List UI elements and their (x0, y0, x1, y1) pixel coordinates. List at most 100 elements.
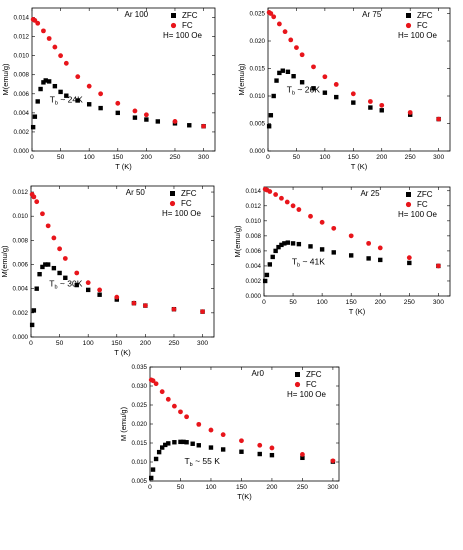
y-tick-label: 0.004 (14, 110, 30, 117)
panel-ar50: 0 50 100 150 200 250 300 0.000 0.002 0.004 0.006 0.… (0, 185, 215, 357)
fc-point (132, 108, 138, 114)
zfc-point (40, 264, 45, 270)
fc-point (143, 112, 149, 118)
zfc-point (407, 260, 412, 266)
legend-zfc-label: ZFC (306, 370, 322, 379)
fc-point (40, 211, 45, 217)
y-tick-label: 0.008 (246, 233, 262, 240)
legend-fc-label: FC (417, 200, 428, 209)
fc-point (52, 44, 58, 50)
fc-point (115, 100, 121, 106)
x-tick-label: 0 (30, 154, 34, 161)
fc-point (184, 414, 189, 420)
fc-point (268, 11, 274, 16)
x-tick-label: 300 (197, 340, 208, 347)
fc-point (407, 110, 413, 115)
series-zfc (266, 68, 441, 129)
zfc-point (64, 93, 69, 98)
y-tick-label: 0.010 (246, 218, 262, 225)
fc-point (319, 219, 325, 225)
zfc-point (273, 248, 278, 254)
fc-point (379, 102, 385, 108)
fc-point (271, 14, 277, 20)
x-axis-label: T (K) (115, 162, 132, 171)
y-tick-label: 0.006 (13, 262, 29, 269)
zfc-point (296, 241, 302, 247)
fc-point (62, 256, 68, 261)
fc-point (159, 389, 165, 395)
fc-point (367, 99, 373, 104)
legend-zfc-label: ZFC (181, 189, 197, 198)
zfc-point (285, 69, 291, 74)
x-tick-label: 300 (198, 154, 209, 161)
x-tick-label: 0 (262, 299, 266, 306)
zfc-point (262, 278, 268, 284)
x-tick-label: 250 (405, 154, 416, 161)
y-tick-label: 0.000 (14, 148, 30, 155)
legend-zfc-label: ZFC (417, 11, 433, 20)
fc-point (114, 294, 120, 300)
zfc-point (351, 100, 356, 105)
y-tick-label: 0.010 (132, 459, 148, 466)
x-axis-label: T (K) (114, 348, 131, 357)
zfc-point (31, 308, 37, 313)
zfc-point (155, 119, 161, 124)
zfc-point (58, 89, 63, 95)
fc-point (57, 246, 62, 252)
fc-point (201, 123, 206, 129)
zfc-point (334, 94, 339, 100)
legend-fc-label: FC (181, 199, 192, 208)
fc-point (294, 45, 299, 50)
y-tick-label: 0.000 (246, 293, 262, 300)
y-tick-label: 0.008 (14, 72, 30, 79)
fc-point (150, 378, 156, 384)
x-tick-label: 150 (236, 484, 247, 491)
field-label: H= 100 Oe (287, 390, 326, 399)
legend-fc-marker (170, 22, 177, 29)
fc-point (273, 192, 279, 197)
legend-fc-label: FC (417, 21, 428, 30)
y-tick-label: 0.006 (14, 91, 30, 98)
series-fc (148, 377, 336, 464)
y-tick-label: 0.012 (13, 189, 29, 196)
fc-point (267, 189, 273, 194)
zfc-point (115, 110, 120, 116)
x-tick-label: 100 (317, 299, 328, 306)
panel-ar100: 0 50 100 150 200 250 300 0.000 0.002 0.004 0.006 0.… (1, 7, 216, 171)
fc-point (86, 83, 92, 89)
fc-point (311, 64, 316, 70)
zfc-point (30, 124, 36, 130)
panel-title: Ar0 (252, 369, 265, 378)
x-tick-label: 100 (83, 340, 94, 347)
fc-point (406, 255, 412, 261)
fc-point (200, 309, 205, 315)
x-tick-label: 150 (346, 299, 357, 306)
series-fc (262, 186, 441, 269)
x-tick-label: 200 (375, 299, 386, 306)
y-tick-label: 0.002 (14, 129, 30, 136)
fc-point (51, 235, 57, 241)
fc-point (98, 91, 104, 97)
plot-frame (267, 7, 451, 152)
fc-point (31, 194, 37, 200)
zfc-point (98, 105, 103, 111)
x-tick-label: 200 (141, 154, 152, 161)
x-tick-label: 100 (319, 154, 330, 161)
legend-fc-marker (405, 22, 412, 29)
fc-point (288, 37, 294, 43)
zfc-point (331, 250, 336, 255)
zfc-point (348, 253, 354, 258)
zfc-point (276, 244, 281, 250)
panel-ar25: 0 50 100 150 200 250 300 0.000 0.002 0.004 0.006 0.… (233, 186, 451, 316)
zfc-point (75, 98, 80, 103)
fc-point (436, 116, 442, 122)
zfc-point (97, 292, 102, 297)
fc-point (46, 36, 52, 41)
blocking-temperature-label: Tb ~ 55 K (184, 456, 220, 468)
fc-point (276, 21, 282, 27)
legend-fc-marker (294, 381, 301, 388)
legend-fc-marker (169, 200, 176, 207)
zfc-point (51, 265, 57, 271)
zfc-point (114, 297, 119, 302)
y-axis-label: M(emu/g) (0, 245, 9, 278)
